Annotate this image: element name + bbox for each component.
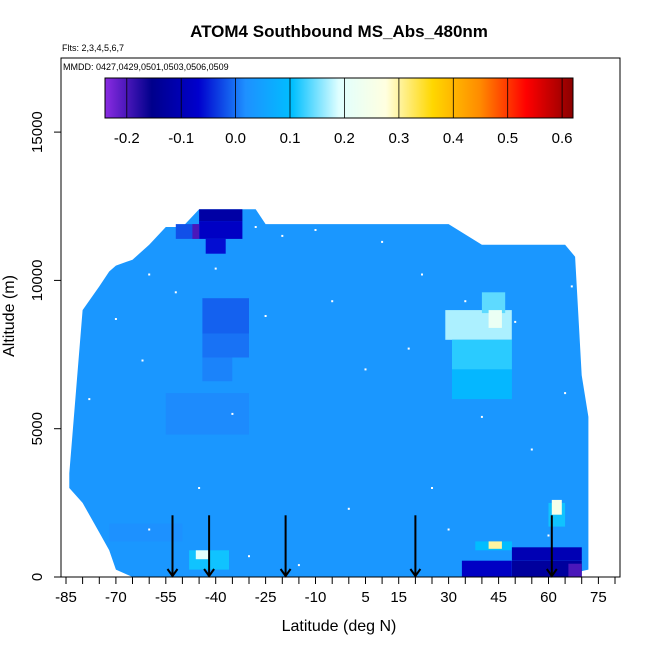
heatmap-cell	[452, 369, 512, 400]
mmdd-note: MMDD: 0427,0429,0501,0503,0506,0509	[63, 62, 229, 72]
white-speckle	[407, 347, 410, 350]
flight-arrow-head	[203, 568, 215, 578]
colorbar-tick-label: 0.0	[225, 130, 246, 147]
colorbar-tick-label: -0.2	[114, 130, 140, 147]
flight-arrow-head	[409, 568, 422, 578]
white-speckle	[530, 448, 533, 451]
data-coverage-area	[69, 209, 589, 577]
heatmap-cell	[202, 357, 233, 382]
plot-frame	[60, 57, 621, 578]
white-speckle	[198, 487, 201, 489]
x-axis: -85 -70 -55 -40 -25 -10 5 15 30 45 60 75	[55, 577, 616, 606]
white-speckle	[331, 300, 334, 303]
white-speckle	[141, 359, 144, 362]
white-speckle	[480, 415, 483, 418]
x-tick-label: -10	[305, 589, 327, 606]
colorbar-tick-label: 0.3	[388, 130, 409, 147]
x-tick-label: 45	[490, 589, 507, 606]
heatmap-cell	[195, 550, 210, 560]
heatmap-cell	[199, 221, 243, 239]
flight-arrow-head	[545, 568, 558, 578]
colorbar-tick-label: -0.1	[168, 130, 194, 147]
x-axis-label: Latitude (deg N)	[282, 618, 397, 635]
x-tick-label: 75	[590, 589, 607, 606]
y-axis-label: Altitude (m)	[1, 275, 18, 357]
y-tick-label: 15000	[29, 111, 46, 153]
heatmap-cell	[488, 541, 502, 549]
flight-arrow-head	[279, 568, 292, 578]
y-axis: 0 5000 10000 15000	[29, 111, 61, 581]
colorbar: -0.2 -0.1 0.0 0.1 0.2 0.3 0.4 0.5 0.6	[104, 77, 574, 147]
heatmap-cell	[109, 523, 183, 542]
y-tick-label: 0	[29, 573, 46, 581]
y-tick-label: 10000	[29, 260, 46, 302]
heatmap-cell	[452, 339, 512, 370]
white-speckle	[88, 398, 91, 401]
x-tick-label: -85	[55, 589, 77, 606]
heatmap-cell	[481, 292, 506, 314]
colorbar-gradient	[104, 77, 574, 119]
heatmap-cell	[511, 560, 582, 577]
heatmap-layer	[69, 209, 589, 577]
x-tick-label: -40	[205, 589, 227, 606]
colorbar-tick-label: 0.1	[280, 130, 301, 147]
flight-arrow	[409, 515, 422, 578]
white-speckle	[148, 273, 151, 276]
white-speckle	[231, 412, 234, 415]
heatmap-cell	[205, 238, 226, 254]
x-tick-label: 30	[440, 589, 457, 606]
heatmap-cell	[202, 333, 249, 358]
x-tick-label: -70	[105, 589, 127, 606]
white-speckle	[174, 291, 177, 294]
heatmap-cell	[568, 563, 582, 577]
white-speckle	[570, 285, 573, 288]
flights-note: Flts: 2,3,4,5,6,7	[62, 43, 124, 53]
x-tick-label: -55	[155, 589, 177, 606]
white-speckle	[431, 487, 433, 489]
flight-arrow	[545, 515, 558, 578]
heatmap-cell	[488, 310, 502, 328]
white-speckle	[421, 273, 423, 276]
white-speckle	[514, 320, 517, 323]
heatmap-cell	[199, 209, 243, 222]
x-tick-label: 5	[361, 589, 369, 606]
heatmap-cell	[192, 224, 200, 239]
white-speckle	[547, 534, 550, 537]
white-speckle	[148, 528, 151, 531]
white-speckle	[281, 234, 284, 237]
heatmap-cell	[165, 393, 249, 435]
heatmap-cell	[461, 560, 512, 577]
heatmap-cell	[551, 499, 562, 515]
white-speckle	[347, 507, 350, 510]
white-speckle	[564, 392, 567, 395]
x-tick-label: 60	[540, 589, 557, 606]
white-speckle	[248, 555, 250, 558]
chart-title: ATOM4 Southbound MS_Abs_480nm	[190, 22, 488, 41]
white-speckle	[381, 240, 384, 243]
white-speckle	[447, 528, 450, 531]
white-speckle	[114, 318, 117, 320]
x-tick-label: 15	[390, 589, 407, 606]
white-speckle	[364, 368, 367, 371]
white-speckle	[254, 226, 257, 228]
white-speckle	[464, 300, 467, 303]
white-speckle	[314, 229, 317, 231]
heatmap-cell	[511, 547, 582, 561]
colorbar-tick-label: 0.6	[552, 130, 573, 147]
white-speckle	[264, 315, 267, 317]
colorbar-tick-label: 0.2	[334, 130, 355, 147]
colorbar-tick-label: 0.4	[443, 130, 464, 147]
flight-arrow	[203, 515, 215, 578]
flight-arrow	[166, 515, 179, 578]
colorbar-tick-label: 0.5	[497, 130, 518, 147]
white-speckle	[214, 267, 217, 270]
y-tick-label: 5000	[29, 412, 46, 445]
flight-arrow-head	[166, 568, 179, 578]
flight-arrow	[279, 515, 292, 578]
heatmap-cell	[202, 298, 249, 334]
x-tick-label: -25	[255, 589, 277, 606]
white-speckle	[297, 564, 300, 567]
flight-markers	[166, 515, 558, 578]
